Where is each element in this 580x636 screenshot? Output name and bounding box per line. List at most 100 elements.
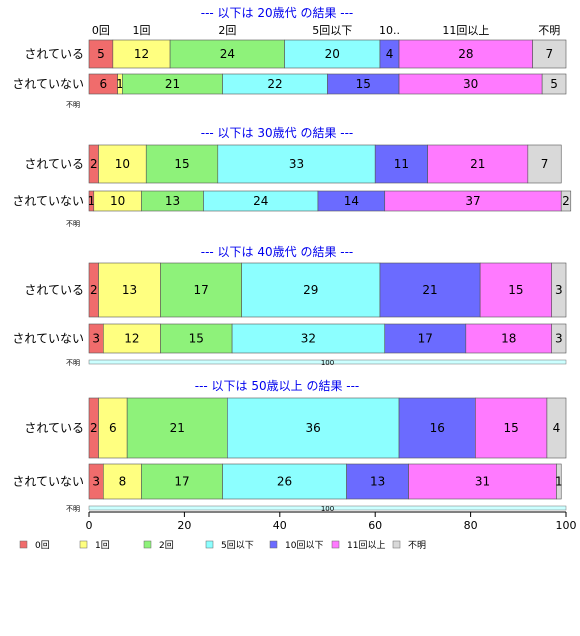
bar-segment [98, 262, 161, 318]
bar-segment [169, 39, 285, 69]
bar-segment [475, 397, 548, 459]
segment-top-label: 不明 [538, 24, 560, 37]
row-label: されていない [12, 332, 84, 346]
segment-top-label: 11回以上 [442, 24, 489, 37]
data-label: 3 [555, 283, 563, 297]
x-tick-label: 40 [273, 519, 287, 532]
data-label: 14 [344, 194, 359, 208]
data-label: 5 [97, 47, 105, 61]
panel-title: --- 以下は 30歳代 の結果 --- [201, 126, 354, 140]
data-label: 15 [189, 332, 204, 346]
data-label: 30 [463, 77, 478, 91]
x-tick-label: 60 [368, 519, 382, 532]
bar-segment [551, 262, 567, 318]
bar-segment [103, 463, 142, 500]
data-label: 24 [253, 194, 268, 208]
data-label: 3 [555, 332, 563, 346]
data-label: 6 [109, 421, 117, 435]
data-label: 28 [458, 47, 473, 61]
note-label: 不明 [66, 220, 80, 228]
legend-label: 2回 [159, 540, 174, 551]
bar-segment [231, 323, 386, 354]
note-value: 100 [321, 359, 334, 367]
data-label: 3 [92, 475, 100, 489]
bar-segment [222, 463, 347, 500]
data-label: 17 [174, 475, 189, 489]
data-label: 13 [122, 283, 137, 297]
data-label: 20 [325, 47, 340, 61]
data-label: 4 [553, 421, 561, 435]
bar-segment [160, 262, 242, 318]
legend-swatch [331, 540, 340, 549]
segment-top-label: 5回以下 [312, 24, 352, 37]
bar-segment [217, 144, 376, 184]
data-label: 8 [119, 475, 127, 489]
bar-segment [541, 73, 567, 95]
data-label: 2 [90, 421, 98, 435]
data-label: 7 [545, 47, 553, 61]
bar-segment [141, 463, 223, 500]
note-value: 100 [321, 505, 334, 513]
data-label: 21 [422, 283, 437, 297]
data-label: 6 [99, 77, 107, 91]
note-label: 不明 [66, 505, 80, 513]
row-label: されている [24, 421, 84, 435]
data-label: 17 [418, 332, 433, 346]
data-label: 1 [88, 194, 96, 208]
segment-top-label: 10.. [379, 24, 400, 37]
data-label: 1 [555, 475, 563, 489]
data-label: 21 [170, 421, 185, 435]
legend-label: 不明 [408, 540, 426, 551]
row-label: されている [24, 283, 84, 297]
bar-segment [560, 190, 572, 212]
bar-segment [98, 144, 147, 184]
data-label: 15 [508, 283, 523, 297]
data-label: 15 [174, 157, 189, 171]
legend-label: 0回 [35, 540, 50, 551]
legend-swatch [143, 540, 152, 549]
data-label: 2 [562, 194, 570, 208]
x-tick-label: 0 [86, 519, 93, 532]
data-label: 13 [370, 475, 385, 489]
data-label: 12 [124, 332, 139, 346]
data-label: 4 [386, 47, 394, 61]
data-label: 32 [301, 332, 316, 346]
panel-title: --- 以下は 50歳以上 の結果 --- [195, 379, 360, 393]
data-label: 10 [115, 157, 130, 171]
bar-segment [227, 397, 400, 459]
segment-top-label: 1回 [132, 24, 150, 37]
row-label: されていない [12, 77, 84, 91]
bar-segment [398, 397, 476, 459]
note-bar [88, 359, 567, 365]
segment-top-label: 0回 [92, 24, 110, 37]
bar-segment [546, 397, 567, 459]
data-label: 1 [116, 77, 124, 91]
data-label: 31 [475, 475, 490, 489]
data-label: 33 [289, 157, 304, 171]
data-label: 16 [430, 421, 445, 435]
bar-segment [241, 262, 381, 318]
bar-segment [145, 144, 219, 184]
legend-swatch [269, 540, 278, 549]
row-label: されている [24, 47, 84, 61]
data-label: 12 [134, 47, 149, 61]
data-label: 26 [277, 475, 292, 489]
bar-segment [126, 397, 228, 459]
data-label: 5 [550, 77, 558, 91]
row-label: されていない [12, 475, 84, 489]
bar-segment [112, 39, 171, 69]
legend-label: 10回以下 [285, 540, 323, 551]
data-label: 7 [541, 157, 549, 171]
x-tick-label: 100 [556, 519, 577, 532]
legend-label: 5回以下 [221, 540, 254, 551]
segment-top-label: 2回 [218, 24, 236, 37]
legend-swatch [79, 540, 88, 549]
data-label: 18 [501, 332, 516, 346]
bar-segment [346, 463, 409, 500]
data-label: 24 [220, 47, 235, 61]
legend-label: 11回以上 [347, 540, 385, 551]
bar-segment [160, 323, 233, 354]
bar-segment [532, 39, 567, 69]
data-label: 22 [267, 77, 282, 91]
bar-segment [465, 323, 552, 354]
